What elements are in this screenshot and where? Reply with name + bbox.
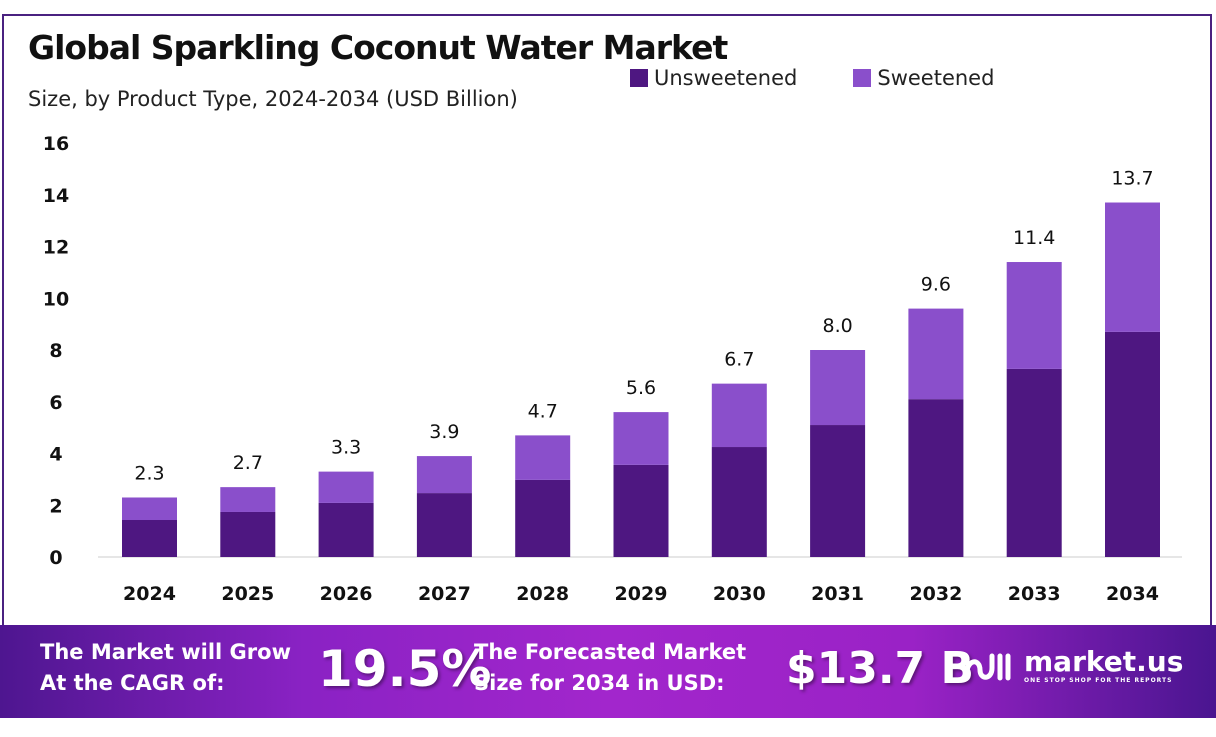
forecast-label-line: Size for 2034 in USD: (474, 671, 725, 695)
logo-name: market.us (1024, 645, 1184, 678)
total-label: 5.6 (626, 377, 656, 399)
x-tick-label: 2024 (123, 583, 176, 605)
x-tick-label: 2027 (418, 583, 471, 605)
forecast-label-line: The Forecasted Market (474, 640, 747, 664)
bar-sweetened-2030 (711, 383, 767, 448)
y-tick-label: 16 (43, 133, 69, 155)
x-tick-label: 2026 (320, 583, 373, 605)
bar-unsweetened-2033 (1006, 368, 1062, 557)
total-label: 3.3 (331, 437, 361, 459)
forecast-value: $13.7 B (786, 643, 975, 694)
forecast-label: The Forecasted Market Size for 2034 in US… (474, 637, 746, 699)
y-tick-label: 12 (43, 237, 69, 259)
bar-unsweetened-2031 (810, 425, 866, 557)
total-label: 8.0 (822, 315, 852, 337)
x-tick-label: 2028 (516, 583, 569, 605)
x-tick-label: 2030 (713, 583, 766, 605)
total-label: 13.7 (1111, 168, 1153, 190)
y-tick-label: 8 (49, 340, 62, 362)
x-tick-label: 2034 (1106, 583, 1159, 605)
bar-sweetened-2026 (318, 471, 374, 503)
chart-subtitle: Size, by Product Type, 2024-2034 (USD Bi… (28, 87, 518, 111)
y-tick-label: 10 (43, 288, 69, 310)
total-label: 6.7 (724, 349, 754, 371)
x-tick-label: 2025 (221, 583, 274, 605)
total-label: 11.4 (1013, 227, 1055, 249)
legend-label: Sweetened (877, 66, 995, 90)
chart-title: Global Sparkling Coconut Water Market (28, 28, 728, 67)
bar-unsweetened-2032 (908, 399, 964, 557)
bar-unsweetened-2034 (1105, 331, 1160, 557)
cagr-label-line: At the CAGR of: (40, 671, 225, 695)
legend-swatch (630, 69, 648, 87)
chart-frame (2, 14, 1212, 626)
bar-sweetened-2033 (1006, 262, 1062, 369)
legend-swatch (853, 69, 872, 87)
cagr-label: The Market will Grow At the CAGR of: (40, 637, 291, 699)
legend: Unsweetened Sweetened (630, 66, 994, 90)
y-tick-label: 6 (49, 392, 62, 414)
summary-banner: The Market will Grow At the CAGR of: 19.5… (0, 625, 1216, 718)
total-label: 2.3 (134, 462, 164, 484)
bar-sweetened-2025 (220, 487, 276, 512)
bar-sweetened-2031 (810, 350, 866, 426)
bar-unsweetened-2025 (220, 511, 276, 557)
logo-icon (963, 653, 1011, 680)
legend-item-unsweetened: Unsweetened (630, 66, 797, 90)
market-us-logo: market.us ONE STOP SHOP FOR THE REPORTS (962, 647, 1183, 684)
total-label: 2.7 (233, 452, 263, 474)
y-tick-label: 0 (49, 547, 62, 569)
cagr-label-line: The Market will Grow (40, 640, 291, 664)
bar-sweetened-2028 (515, 435, 571, 480)
total-label: 4.7 (528, 400, 558, 422)
bar-unsweetened-2026 (318, 502, 374, 557)
cagr-value: 19.5% (318, 640, 492, 698)
bar-unsweetened-2030 (711, 447, 767, 557)
x-tick-label: 2031 (811, 583, 864, 605)
bar-unsweetened-2029 (613, 464, 669, 557)
bar-unsweetened-2024 (122, 519, 177, 557)
bar-unsweetened-2027 (416, 493, 472, 557)
total-label: 3.9 (429, 421, 459, 443)
bar-sweetened-2029 (613, 412, 669, 465)
y-tick-label: 2 (49, 495, 62, 517)
bar-sweetened-2032 (908, 308, 964, 400)
x-tick-label: 2032 (909, 583, 962, 605)
x-tick-label: 2029 (615, 583, 668, 605)
bar-unsweetened-2028 (515, 479, 571, 557)
bar-sweetened-2034 (1105, 202, 1160, 332)
y-tick-label: 14 (43, 185, 69, 207)
stacked-bar-chart: 0 2 4 6 8 10 12 14 16 2.3 2024 2.7 2025 3.3 2026 3.9 202… (43, 133, 1182, 605)
legend-item-sweetened: Sweetened (853, 66, 994, 90)
legend-label: Unsweetened (654, 66, 798, 90)
x-tick-label: 2033 (1008, 583, 1061, 605)
bar-sweetened-2027 (416, 456, 472, 494)
bar-sweetened-2024 (122, 497, 177, 520)
total-label: 9.6 (921, 274, 951, 296)
y-tick-label: 4 (49, 444, 62, 466)
logo-tagline: ONE STOP SHOP FOR THE REPORTS (1024, 677, 1173, 684)
